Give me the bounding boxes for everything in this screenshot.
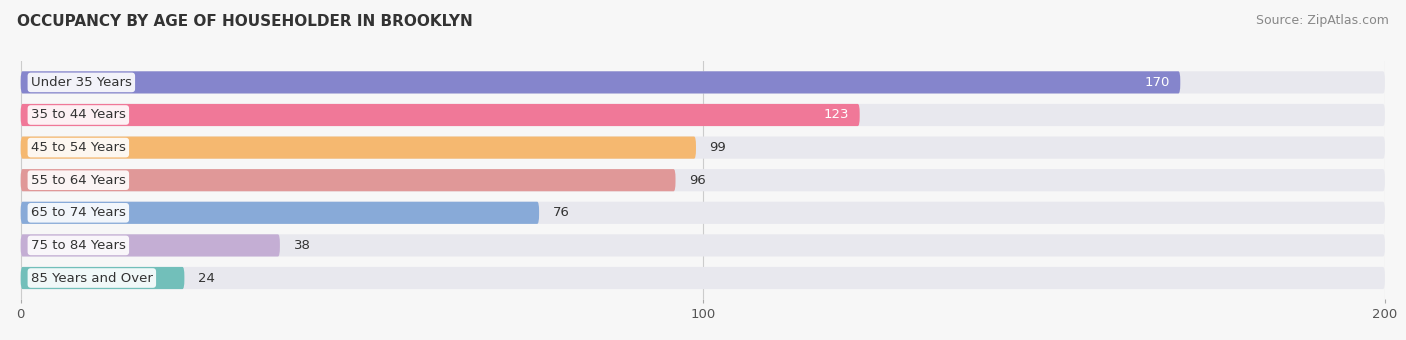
Text: OCCUPANCY BY AGE OF HOUSEHOLDER IN BROOKLYN: OCCUPANCY BY AGE OF HOUSEHOLDER IN BROOK… [17, 14, 472, 29]
Text: 24: 24 [198, 272, 215, 285]
Text: 35 to 44 Years: 35 to 44 Years [31, 108, 125, 121]
FancyBboxPatch shape [21, 104, 1385, 126]
Text: 76: 76 [553, 206, 569, 219]
Text: 45 to 54 Years: 45 to 54 Years [31, 141, 125, 154]
FancyBboxPatch shape [21, 267, 1385, 289]
FancyBboxPatch shape [21, 71, 1180, 94]
Text: Source: ZipAtlas.com: Source: ZipAtlas.com [1256, 14, 1389, 27]
Text: 55 to 64 Years: 55 to 64 Years [31, 174, 125, 187]
Text: 99: 99 [710, 141, 727, 154]
FancyBboxPatch shape [21, 202, 1385, 224]
Text: 96: 96 [689, 174, 706, 187]
Text: 65 to 74 Years: 65 to 74 Years [31, 206, 125, 219]
FancyBboxPatch shape [21, 234, 280, 256]
FancyBboxPatch shape [21, 202, 538, 224]
Text: 38: 38 [294, 239, 311, 252]
FancyBboxPatch shape [21, 234, 1385, 256]
Text: Under 35 Years: Under 35 Years [31, 76, 132, 89]
FancyBboxPatch shape [21, 169, 675, 191]
FancyBboxPatch shape [21, 137, 1385, 159]
FancyBboxPatch shape [21, 137, 696, 159]
FancyBboxPatch shape [21, 169, 1385, 191]
Text: 75 to 84 Years: 75 to 84 Years [31, 239, 125, 252]
FancyBboxPatch shape [21, 71, 1385, 94]
Text: 170: 170 [1144, 76, 1170, 89]
FancyBboxPatch shape [21, 104, 859, 126]
FancyBboxPatch shape [21, 267, 184, 289]
Text: 123: 123 [824, 108, 849, 121]
Text: 85 Years and Over: 85 Years and Over [31, 272, 153, 285]
